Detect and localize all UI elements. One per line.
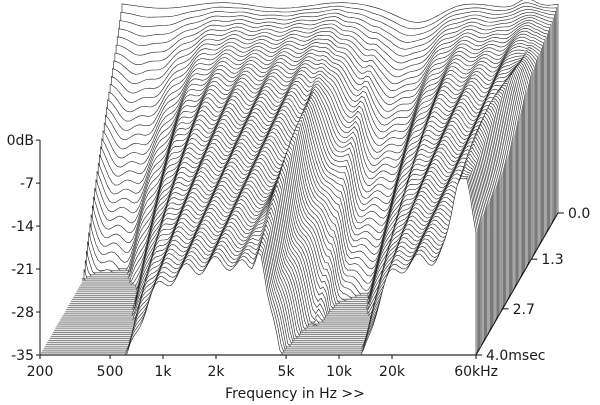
- x-tick-label: 5k: [278, 364, 296, 380]
- x-tick-label: 20k: [379, 364, 406, 380]
- x-tick-label: 10k: [326, 364, 353, 380]
- decay-slices: [40, 0, 559, 356]
- t-tick-label: 4.0msec: [486, 348, 546, 364]
- frequency-axis: 200 500 1k 2k 5k 10k 20k 60kHz: [27, 354, 498, 380]
- x-tick-label: 200: [27, 364, 54, 380]
- y-tick-label: -21: [11, 262, 34, 278]
- amplitude-axis: 0dB -7 -14 -21 -28 -35: [7, 133, 41, 364]
- x-tick-label: 2k: [208, 364, 226, 380]
- time-axis-line: [475, 212, 559, 356]
- t-tick-label: 0.0: [568, 206, 590, 222]
- x-tick-label: 1k: [155, 364, 173, 380]
- y-tick-label: -14: [11, 219, 34, 235]
- t-tick-label: 2.7: [513, 302, 535, 318]
- y-tick-label: 0dB: [7, 133, 34, 149]
- y-tick-label: -7: [20, 176, 34, 192]
- y-tick-label: -28: [11, 305, 34, 321]
- t-tick-label: 1.3: [541, 252, 563, 268]
- time-axis: 0.0 1.3 2.7 4.0msec: [475, 206, 590, 364]
- x-tick-label: 500: [97, 364, 124, 380]
- x-tick-label: 60kHz: [454, 364, 498, 380]
- y-tick-label: -35: [11, 348, 34, 364]
- x-axis-title: Frequency in Hz >>: [225, 386, 365, 402]
